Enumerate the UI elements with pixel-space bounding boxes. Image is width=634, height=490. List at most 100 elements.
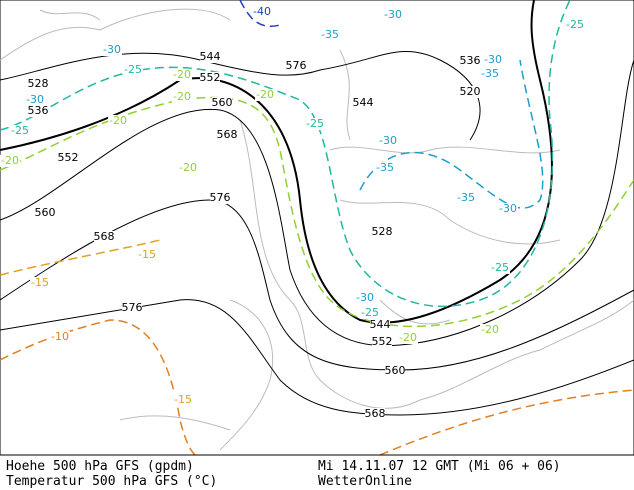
label-background xyxy=(28,105,48,117)
label-background xyxy=(0,155,20,167)
height-label: 560 xyxy=(212,96,233,109)
temperature-label: -40 xyxy=(253,5,271,18)
temperature-label: -35 xyxy=(321,28,339,41)
label-background xyxy=(200,72,220,84)
height-label: 528 xyxy=(372,225,393,238)
footer-right-1: Mi 14.11.07 12 GMT (Mi 06 + 06) xyxy=(318,459,561,474)
map-frame xyxy=(0,0,634,456)
label-background xyxy=(375,162,395,174)
temperature-label: -25 xyxy=(11,124,29,137)
height-label: 568 xyxy=(94,230,115,243)
label-background xyxy=(108,115,128,127)
label-background xyxy=(137,249,157,261)
height-label: 568 xyxy=(217,128,238,141)
temperature-label: -20 xyxy=(173,68,191,81)
label-background xyxy=(360,307,380,319)
label-background xyxy=(122,302,142,314)
temperature-label: -30 xyxy=(103,43,121,56)
label-background xyxy=(30,277,50,289)
label-background xyxy=(212,97,232,109)
label-background xyxy=(372,336,392,348)
label-background xyxy=(305,118,325,130)
footer-left-1: Hoehe 500 hPa GFS (gpdm) xyxy=(6,459,194,474)
height-label: 552 xyxy=(58,151,79,164)
label-background xyxy=(10,125,30,137)
temperature-label: -20 xyxy=(399,331,417,344)
temperature-label: -25 xyxy=(306,117,324,130)
label-background xyxy=(370,319,390,331)
label-background xyxy=(210,192,230,204)
label-background xyxy=(398,332,418,344)
label-background xyxy=(102,44,122,56)
contour-labels: 544 552 528 536 552 560 568 576 560 568 576 544 536 5… xyxy=(0,5,585,420)
label-background xyxy=(172,69,192,81)
height-label: 576 xyxy=(210,191,231,204)
temperature-label: -15 xyxy=(31,276,49,289)
temperature-label: -20 xyxy=(1,154,19,167)
label-background xyxy=(58,152,78,164)
temperature-label: -15 xyxy=(174,393,192,406)
height-label: 576 xyxy=(122,301,143,314)
temperature-label: -25 xyxy=(361,306,379,319)
height-label: 520 xyxy=(460,85,481,98)
label-background xyxy=(480,68,500,80)
height-label: 544 xyxy=(200,50,221,63)
label-background xyxy=(460,55,480,67)
label-background xyxy=(372,226,392,238)
label-background xyxy=(172,91,192,103)
label-background xyxy=(94,231,114,243)
footer-right-2: WetterOnline xyxy=(318,474,412,489)
temperature-label: -30 xyxy=(499,202,517,215)
label-background xyxy=(483,54,503,66)
temperature-label: -35 xyxy=(481,67,499,80)
temperature-label: -30 xyxy=(379,134,397,147)
label-background xyxy=(385,365,405,377)
temperature-label: -25 xyxy=(566,18,584,31)
label-background xyxy=(286,60,306,72)
label-background xyxy=(460,86,480,98)
label-background xyxy=(355,292,375,304)
label-background xyxy=(50,331,70,343)
footer-left-2: Temperatur 500 hPa GFS (°C) xyxy=(6,474,217,489)
label-background xyxy=(28,78,48,90)
temperature-label: -30 xyxy=(356,291,374,304)
label-background xyxy=(217,129,237,141)
temperature-label: -35 xyxy=(457,191,475,204)
height-label: 568 xyxy=(365,407,386,420)
height-label: 536 xyxy=(460,54,481,67)
label-background xyxy=(173,394,193,406)
label-background xyxy=(498,203,518,215)
height-label: 544 xyxy=(370,318,391,331)
temperature-label: -15 xyxy=(138,248,156,261)
label-background xyxy=(378,135,398,147)
temperature-label: -20 xyxy=(173,90,191,103)
label-background xyxy=(123,64,143,76)
height-label: 552 xyxy=(200,71,221,84)
label-background xyxy=(383,9,403,21)
temperature-label: -25 xyxy=(124,63,142,76)
temperature-label: -10 xyxy=(51,330,69,343)
temperature-label: -30 xyxy=(384,8,402,21)
temperature-label: -20 xyxy=(179,161,197,174)
temperature-label: -25 xyxy=(491,261,509,274)
height-label: 536 xyxy=(28,104,49,117)
height-label: 544 xyxy=(353,96,374,109)
temperature-label: -20 xyxy=(256,88,274,101)
temperature-label: -30 xyxy=(26,93,44,106)
temperature-label: -35 xyxy=(376,161,394,174)
label-background xyxy=(353,97,373,109)
label-background xyxy=(200,51,220,63)
label-background xyxy=(35,207,55,219)
label-background xyxy=(565,19,585,31)
height-label: 560 xyxy=(35,206,56,219)
temperature-label: -20 xyxy=(481,323,499,336)
coastlines xyxy=(0,8,634,451)
label-background xyxy=(490,262,510,274)
height-label: 576 xyxy=(286,59,307,72)
temperature-label: -20 xyxy=(109,114,127,127)
label-background xyxy=(320,29,340,41)
label-background xyxy=(480,324,500,336)
height-label: 560 xyxy=(385,364,406,377)
